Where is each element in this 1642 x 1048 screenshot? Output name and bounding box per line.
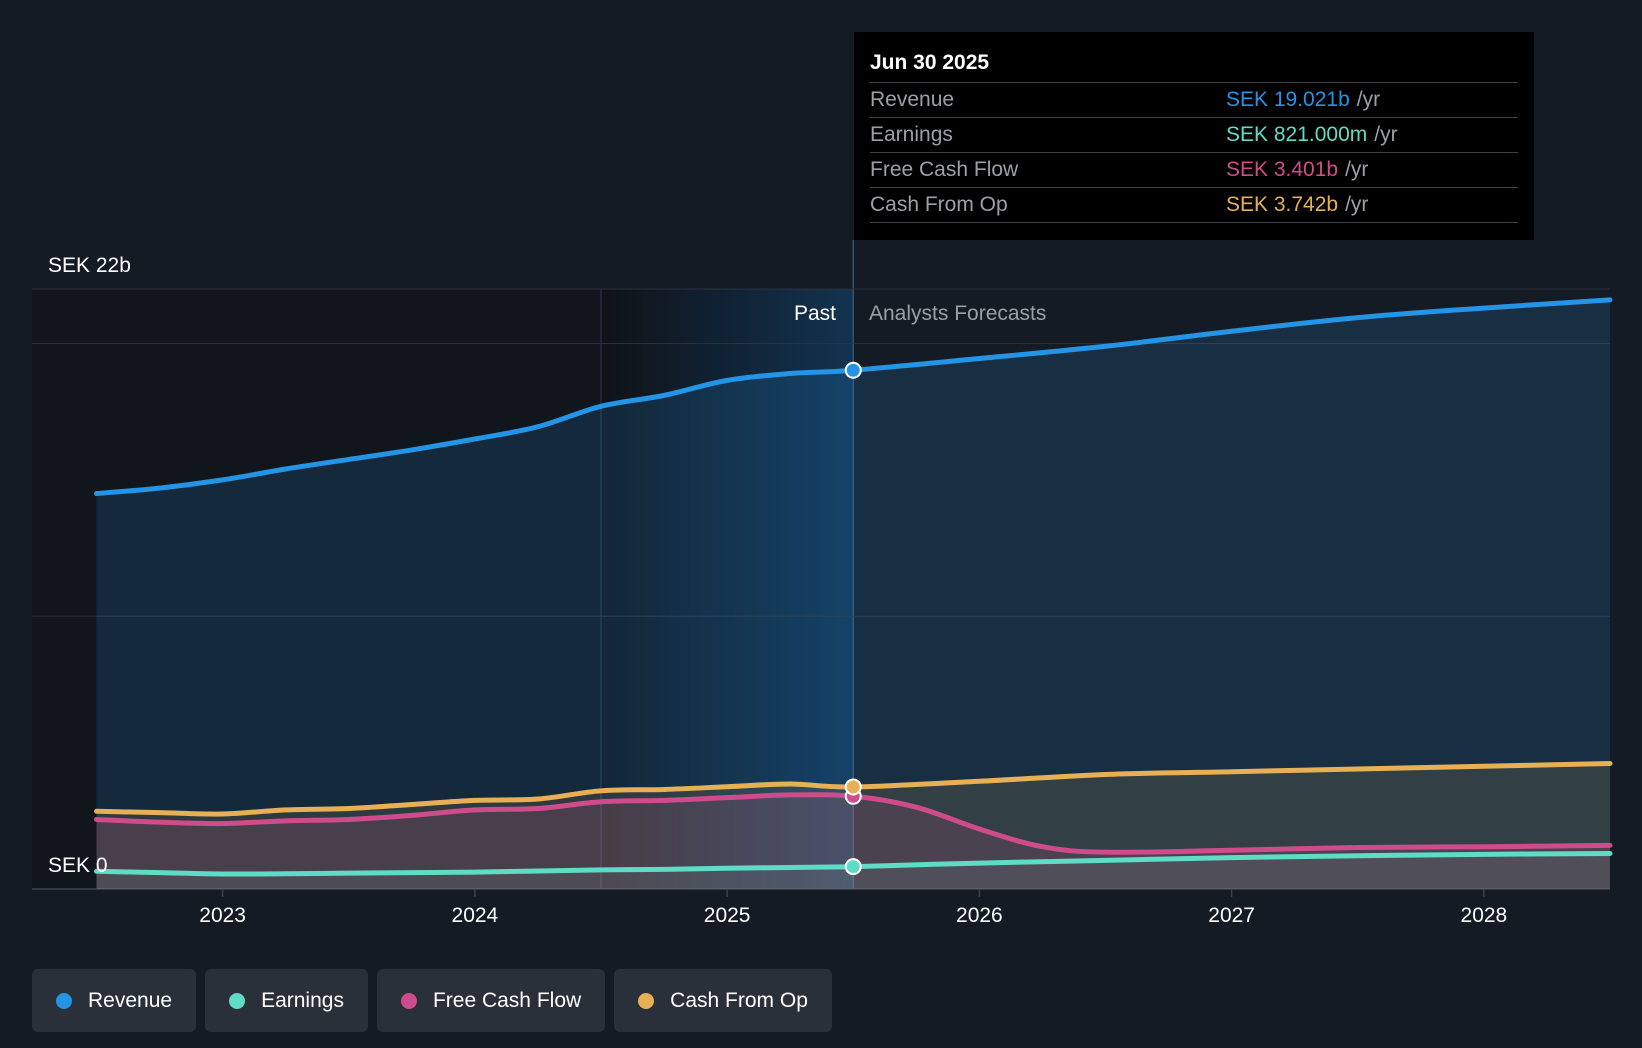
tooltip-unit: /yr xyxy=(1356,88,1381,111)
x-axis-ticks: 2023 2024 2025 2026 2027 2028 xyxy=(199,889,1507,927)
chart-gridlines xyxy=(32,288,1610,890)
tooltip-row-free-cash-flow: Free Cash Flow SEK 3.401b /yr xyxy=(870,152,1518,187)
tooltip-value: SEK 3.401b xyxy=(1226,158,1339,181)
y-axis-bottom-label: SEK 0 xyxy=(48,854,108,877)
tooltip-value: SEK 19.021b xyxy=(1226,88,1350,111)
revenue-area xyxy=(96,299,1610,890)
x-tick-label: 2024 xyxy=(452,904,499,927)
tooltip-label: Cash From Op xyxy=(870,193,1008,216)
earnings-line xyxy=(94,851,1613,877)
tooltip-label: Revenue xyxy=(870,88,955,111)
tooltip-label: Earnings xyxy=(870,123,953,146)
legend-dot-icon xyxy=(56,992,72,1009)
tooltip-unit: /yr xyxy=(1345,193,1369,216)
legend-dot-icon xyxy=(638,992,655,1009)
chart-text: SEK 22b SEK 0 Past Analysts Forecasts xyxy=(48,254,1046,877)
cash-from-op-line xyxy=(94,761,1613,817)
legend-item-earnings[interactable]: Earnings xyxy=(205,969,368,1032)
x-tick-label: 2027 xyxy=(1208,904,1255,927)
free-cash-flow-area xyxy=(96,794,1610,889)
cash-from-op-marker xyxy=(844,778,862,796)
legend-label: Earnings xyxy=(261,988,344,1012)
past-region xyxy=(32,289,601,889)
tooltip-row-cash-from-op: Cash From Op SEK 3.742b /yr xyxy=(870,187,1518,223)
legend-item-free-cash-flow[interactable]: Free Cash Flow xyxy=(376,969,606,1032)
x-tick-label: 2023 xyxy=(199,904,246,927)
chart-legend: Revenue Earnings Free Cash Flow Cash Fro… xyxy=(32,969,832,1032)
legend-item-cash-from-op[interactable]: Cash From Op xyxy=(614,969,832,1032)
x-tick-label: 2026 xyxy=(956,904,1003,927)
legend-item-revenue[interactable]: Revenue xyxy=(32,969,197,1032)
tooltip-unit: /yr xyxy=(1374,123,1398,146)
tooltip-unit: /yr xyxy=(1345,158,1369,181)
legend-label: Revenue xyxy=(88,988,173,1012)
legend-dot-icon xyxy=(229,992,246,1009)
series-lines xyxy=(94,297,1613,877)
legend-label: Cash From Op xyxy=(670,988,808,1012)
chart-background-regions xyxy=(32,240,854,889)
tooltip-value: SEK 3.742b xyxy=(1226,193,1339,216)
hover-tooltip: Jun 30 2025 Revenue SEK 19.021b /yr Earn… xyxy=(854,32,1534,240)
revenue-line xyxy=(94,297,1613,497)
tooltip-row-earnings: Earnings SEK 821.000m /yr xyxy=(870,117,1518,152)
forecast-label: Analysts Forecasts xyxy=(869,302,1046,325)
legend-label: Free Cash Flow xyxy=(432,988,582,1012)
tooltip-value: SEK 821.000m xyxy=(1226,123,1368,146)
series-markers xyxy=(844,361,862,876)
tooltip-label: Free Cash Flow xyxy=(870,158,1019,181)
revenue-marker xyxy=(844,361,862,379)
past-label: Past xyxy=(794,302,836,325)
y-axis-top-label: SEK 22b xyxy=(48,254,131,277)
legend-dot-icon xyxy=(400,992,417,1009)
x-tick-label: 2025 xyxy=(704,904,751,927)
free-cash-flow-line xyxy=(94,792,1613,855)
tooltip-date: Jun 30 2025 xyxy=(870,51,990,74)
tooltip-row-revenue: Revenue SEK 19.021b /yr xyxy=(870,82,1518,117)
x-tick-label: 2028 xyxy=(1461,904,1508,927)
earnings-marker xyxy=(844,858,862,876)
